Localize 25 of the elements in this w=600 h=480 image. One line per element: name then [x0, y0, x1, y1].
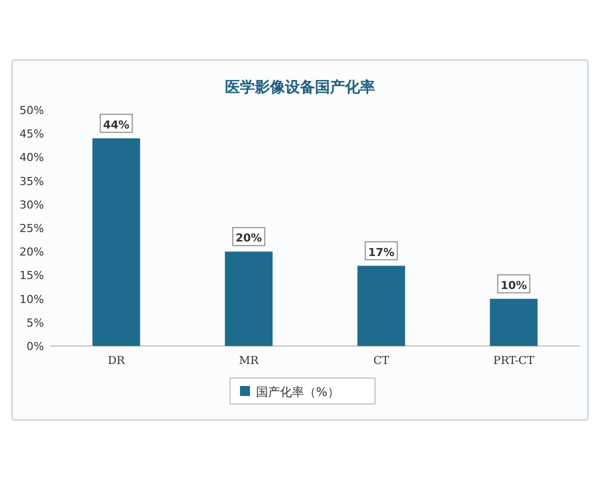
y-tick-label: 25%	[20, 222, 44, 235]
bar	[490, 298, 538, 346]
chart-title: 医学影像设备国产化率	[225, 78, 375, 96]
y-tick-label: 10%	[20, 292, 44, 306]
y-tick-label: 35%	[20, 174, 44, 188]
x-tick-label: DR	[108, 354, 126, 367]
text: 44%	[103, 118, 130, 132]
y-tick-label: 30%	[20, 198, 44, 212]
bar	[357, 266, 406, 346]
y-tick-label: 20%	[20, 246, 44, 259]
text: 20%	[236, 232, 262, 245]
x-tick-label: CT	[373, 354, 390, 367]
y-tick-label: 5%	[26, 316, 44, 330]
y-tick-label: 40%	[20, 151, 44, 164]
x-tick-label: PRT-CT	[493, 354, 535, 367]
y-tick-label: 45%	[20, 128, 44, 141]
bar	[224, 252, 273, 346]
y-tick-label: 50%	[20, 104, 44, 117]
y-tick-label: 15%	[20, 269, 44, 282]
x-tick-label: MR	[238, 354, 260, 367]
text: 17%	[368, 246, 394, 259]
legend-label: 国产化率（%）	[256, 385, 340, 399]
text: 10%	[500, 278, 527, 292]
bar	[92, 138, 140, 346]
y-tick-label: 0%	[26, 340, 44, 353]
